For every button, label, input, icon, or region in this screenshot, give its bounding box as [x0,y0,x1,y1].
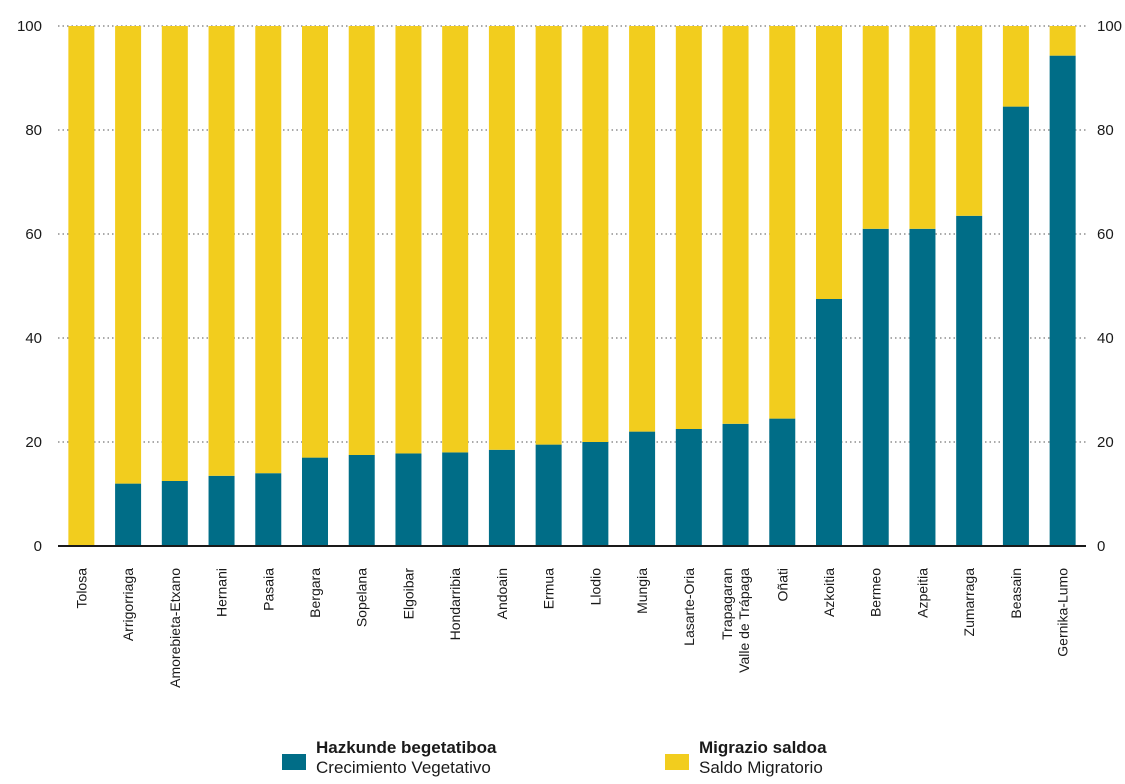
bar-segment-migration-balance [302,26,328,458]
x-category-label: Lasarte-Oria [681,568,697,646]
legend-item-vegetative-growth: Hazkunde begetatiboa Crecimiento Vegetat… [282,738,496,778]
bar-segment-vegetative-growth [1002,106,1029,546]
bar-segment-migration-balance [115,26,142,484]
bar-segment-vegetative-growth [722,423,749,546]
y-tick-label-left: 80 [25,122,42,139]
legend-title-vegetative-growth: Hazkunde begetatiboa [316,738,497,757]
x-category-label: Arrigorriaga [120,568,136,641]
x-category-label: Hondarribia [447,568,463,641]
x-axis-category-labels: Tolosa Arrigorriaga Amorebieta-Etxano Herna… [73,568,1070,688]
bar-segment-migration-balance [1049,26,1076,56]
legend-subtitle-migration-balance: Saldo Migratorio [699,758,823,777]
x-category-label: Elgoibar [400,568,416,620]
x-category-label: Sopelana [354,568,370,627]
bar-segment-migration-balance [348,26,375,455]
y-tick-label-left: 100 [17,18,42,35]
y-tick-label-right: 60 [1097,226,1114,243]
y-tick-label-left: 40 [25,330,42,347]
legend-swatch-migration-balance [665,754,689,770]
bar-segment-vegetative-growth [488,449,515,546]
x-category-label: Trapagaran [719,568,735,640]
bar-segment-vegetative-growth [1049,55,1076,546]
legend-subtitle-vegetative-growth: Crecimiento Vegetativo [316,758,491,777]
bar-segment-migration-balance [68,26,95,546]
y-tick-label-right: 40 [1097,330,1114,347]
bar-segment-migration-balance [769,26,796,419]
bar-segment-vegetative-growth [862,228,889,547]
bar-segment-vegetative-growth [629,431,656,546]
bar-segment-vegetative-growth [442,452,469,546]
x-category-label: Hernani [214,568,230,617]
bar-segment-migration-balance [722,26,749,424]
bar-segment-migration-balance [535,26,562,445]
y-tick-label-left: 20 [25,434,42,451]
bar-segment-vegetative-growth [395,453,422,546]
bar-segment-migration-balance [862,26,889,229]
x-category-label: Amorebieta-Etxano [167,568,183,688]
stacked-bar-chart: 0 20 40 60 80 100 0 20 40 60 80 100 Tolosa Arrigorr… [17,18,1122,688]
x-category-label: Tolosa [73,568,89,609]
bar-segment-migration-balance [161,26,188,481]
x-category-label: Azkoitia [821,568,837,617]
bar-segment-vegetative-growth [255,473,282,546]
x-category-label: Mungia [634,568,650,614]
legend-title-migration-balance: Migrazio saldoa [699,738,827,757]
bar-segment-migration-balance [208,26,235,476]
bar-segment-vegetative-growth [208,475,235,546]
bar-segment-vegetative-growth [675,429,702,546]
bar-segment-vegetative-growth [302,457,328,546]
x-category-label: Andoain [494,568,510,619]
y-tick-label-left: 60 [25,226,42,243]
y-axis-left-ticks: 0 20 40 60 80 100 [17,18,42,555]
bar-segment-migration-balance [956,26,983,216]
bar-segment-vegetative-growth [769,418,796,546]
y-tick-label-right: 100 [1097,18,1122,35]
y-tick-label-left: 0 [34,538,42,555]
y-tick-label-right: 0 [1097,538,1105,555]
x-category-label: Azpeitia [914,568,930,618]
x-category-label: Valle de Trápaga [736,568,752,673]
bar-segment-migration-balance [675,26,702,429]
bar-segment-migration-balance [442,26,469,453]
y-tick-label-right: 20 [1097,434,1114,451]
bar-segment-vegetative-growth [115,483,142,546]
bar-segment-vegetative-growth [161,481,188,546]
legend: Hazkunde begetatiboa Crecimiento Vegetat… [0,738,1125,784]
y-tick-label-right: 80 [1097,122,1114,139]
bar-segment-migration-balance [1002,26,1029,107]
legend-item-migration-balance: Migrazio saldoa Saldo Migratorio [665,738,827,778]
bar-segment-vegetative-growth [348,455,375,546]
x-category-label: Pasaia [260,568,276,611]
x-category-label: Beasain [1008,568,1024,619]
x-category-label: Zumarraga [961,568,977,637]
legend-swatch-vegetative-growth [282,754,306,770]
bar-segment-migration-balance [909,26,936,229]
bars [68,26,1076,547]
bar-segment-vegetative-growth [535,444,562,546]
bar-segment-migration-balance [816,26,842,299]
y-axis-right-ticks: 0 20 40 60 80 100 [1097,18,1122,555]
bar-segment-migration-balance [488,26,515,450]
x-category-label: Oñati [774,568,790,601]
x-category-label: Bermeo [868,568,884,617]
bar-segment-migration-balance [582,26,609,442]
bar-segment-vegetative-growth [956,215,983,547]
bar-segment-vegetative-growth [909,228,936,547]
x-category-label: Ermua [541,568,557,609]
x-category-label: Bergara [307,568,323,618]
bar-segment-migration-balance [255,26,282,474]
bar-segment-migration-balance [395,26,422,454]
bar-segment-vegetative-growth [582,442,609,546]
x-category-label: Gernika-Lumo [1055,568,1071,657]
bar-segment-migration-balance [629,26,656,432]
bar-segment-vegetative-growth [816,299,842,546]
x-category-label: Llodio [587,568,603,606]
